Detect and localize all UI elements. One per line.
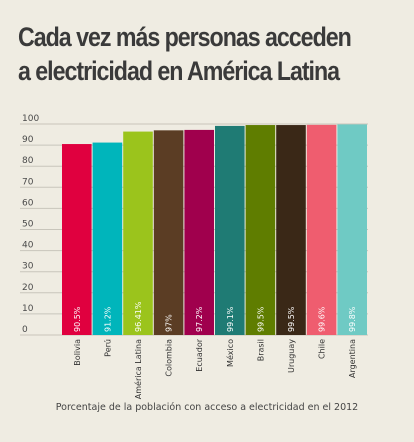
- chart-title: Cada vez más personas acceden a electric…: [18, 22, 352, 86]
- y-tick-label: 90: [22, 135, 34, 145]
- y-tick-label: 100: [22, 114, 39, 124]
- chart-caption: Porcentaje de la población con acceso a …: [55, 402, 359, 413]
- data-label: 99.8%: [348, 306, 357, 332]
- bar: [215, 125, 245, 335]
- bar: [123, 131, 153, 335]
- data-label: 91.2%: [103, 306, 112, 332]
- data-label: 97.2%: [195, 306, 204, 332]
- category-label: Uruguay: [287, 339, 296, 373]
- bar: [153, 130, 184, 335]
- bar: [62, 144, 92, 335]
- y-tick-label: 30: [22, 262, 34, 272]
- category-label: Brasil: [256, 339, 265, 361]
- y-tick-label: 40: [22, 241, 34, 251]
- y-tick-label: 10: [22, 304, 34, 314]
- data-label: 99.5%: [256, 306, 265, 332]
- data-label: 96.41%: [134, 301, 143, 332]
- category-label: Bolivia: [73, 339, 82, 366]
- bar: [184, 129, 214, 335]
- y-tick-label: 60: [22, 198, 34, 208]
- category-label: Argentina: [348, 339, 357, 378]
- y-tick-label: 0: [22, 325, 28, 335]
- bar: [306, 124, 337, 336]
- bar: [245, 125, 276, 336]
- bar: [276, 125, 306, 336]
- category-label: Ecuador: [195, 338, 204, 371]
- category-label: México: [225, 339, 235, 367]
- bar: [337, 124, 367, 335]
- y-tick-label: 80: [22, 156, 34, 166]
- y-tick-label: 50: [22, 220, 34, 230]
- category-label: América Latina: [133, 339, 143, 399]
- y-tick-label: 70: [22, 177, 34, 187]
- data-label: 99.1%: [226, 306, 235, 332]
- data-label: 99.6%: [318, 306, 327, 332]
- data-label: 90.5%: [73, 306, 82, 332]
- category-label: Chile: [318, 339, 327, 359]
- data-label: 99.5%: [287, 306, 296, 332]
- bar: [92, 142, 123, 335]
- category-label: Perú: [103, 339, 112, 357]
- category-label: Colombia: [165, 339, 174, 377]
- data-label: 97%: [165, 314, 174, 332]
- y-tick-label: 20: [22, 283, 34, 293]
